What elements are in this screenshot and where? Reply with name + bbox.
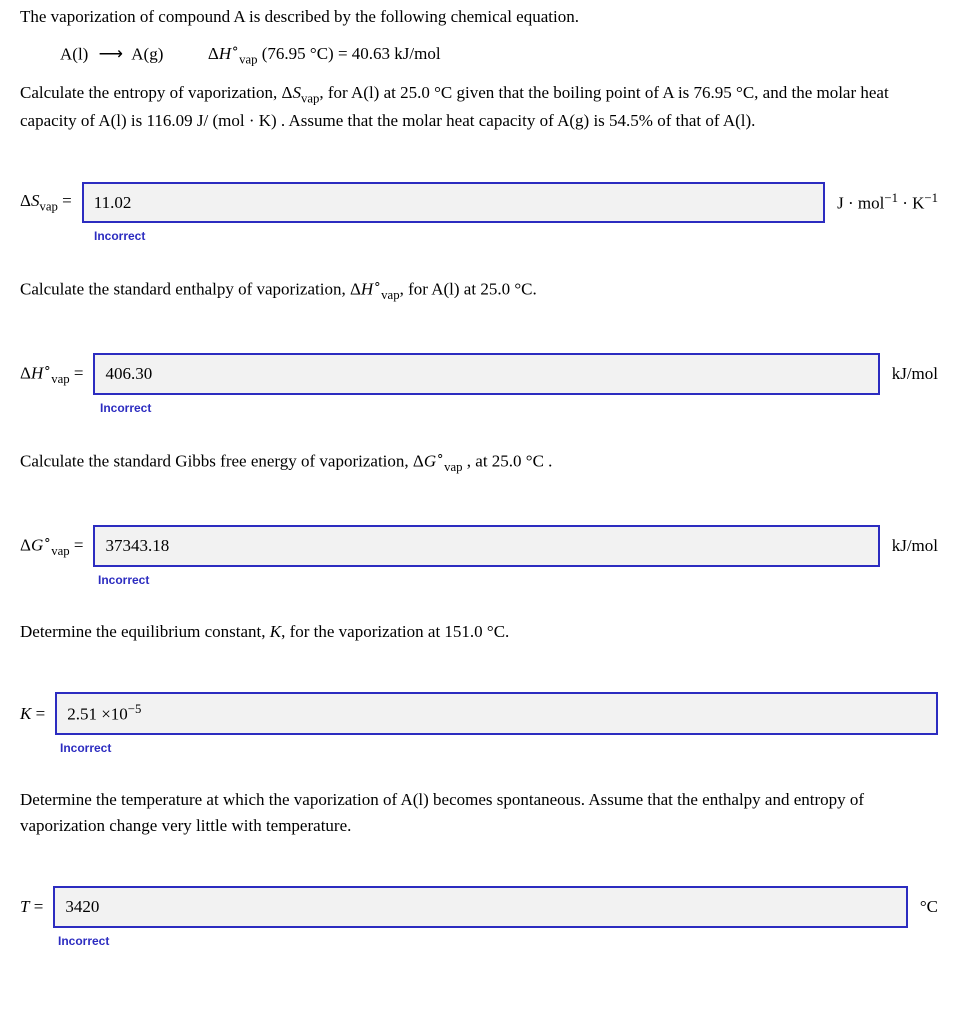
enthalpy-input[interactable]: 406.30: [93, 353, 879, 395]
answer-row-entropy: ΔSvap = 11.02 J · mol−1 · K−1: [20, 182, 938, 224]
eq-right: A(g): [131, 44, 163, 63]
temperature-feedback: Incorrect: [58, 932, 938, 950]
answer-row-gibbs: ΔG∘vap = 37343.18 kJ/mol: [20, 525, 938, 567]
temperature-unit: °C: [916, 894, 938, 920]
gibbs-prompt: Calculate the standard Gibbs free energy…: [20, 447, 938, 477]
gibbs-input[interactable]: 37343.18: [93, 525, 879, 567]
entropy-feedback: Incorrect: [94, 227, 938, 245]
gibbs-feedback: Incorrect: [98, 571, 938, 589]
eqconst-prompt: Determine the equilibrium constant, K, f…: [20, 619, 938, 645]
entropy-label: ΔSvap =: [20, 188, 74, 217]
enthalpy-feedback: Incorrect: [100, 399, 938, 417]
enthalpy-unit: kJ/mol: [888, 361, 938, 387]
answer-row-enthalpy: ΔH∘vap = 406.30 kJ/mol: [20, 353, 938, 395]
eqconst-feedback: Incorrect: [60, 739, 938, 757]
answer-row-temperature: T = 3420 °C: [20, 886, 938, 928]
answer-row-eqconst: K = 2.51 ×10−5: [20, 692, 938, 735]
enthalpy-prompt: Calculate the standard enthalpy of vapor…: [20, 275, 938, 305]
reaction-equation: A(l) ⟶ A(g) ΔH∘vap (76.95 °C) = 40.63 kJ…: [60, 40, 938, 70]
entropy-unit: J · mol−1 · K−1: [833, 189, 938, 216]
eq-left: A(l): [60, 44, 88, 63]
eqconst-label: K =: [20, 701, 47, 727]
entropy-input[interactable]: 11.02: [82, 182, 825, 224]
temperature-prompt: Determine the temperature at which the v…: [20, 787, 938, 838]
intro-text-2: Calculate the entropy of vaporization, Δ…: [20, 80, 938, 134]
temperature-label: T =: [20, 894, 45, 920]
enthalpy-label: ΔH∘vap =: [20, 359, 85, 389]
temperature-input[interactable]: 3420: [53, 886, 908, 928]
gibbs-label: ΔG∘vap =: [20, 531, 85, 561]
eqconst-input[interactable]: 2.51 ×10−5: [55, 692, 938, 735]
eq-enthalpy: ΔH∘vap (76.95 °C) = 40.63 kJ/mol: [208, 44, 441, 63]
eq-arrow: ⟶: [93, 44, 128, 63]
intro-text-1: The vaporization of compound A is descri…: [20, 4, 938, 30]
gibbs-unit: kJ/mol: [888, 533, 938, 559]
